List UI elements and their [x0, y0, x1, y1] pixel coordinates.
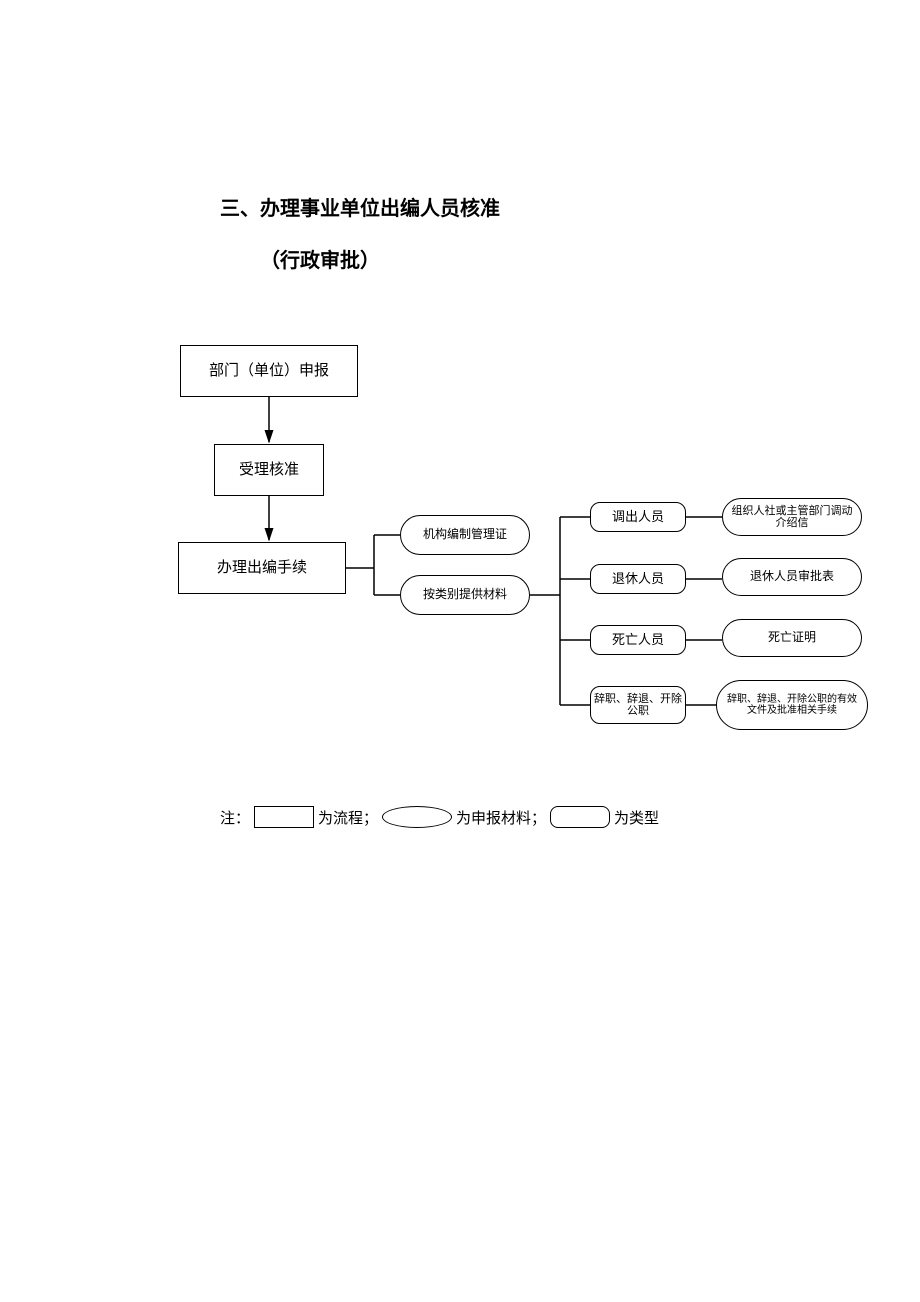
legend-prefix: 注： [220, 807, 250, 828]
node-review: 受理核准 [214, 444, 324, 496]
title-line1: 三、办理事业单位出编人员核准 [220, 192, 500, 221]
doc-dismiss: 辞职、辞退、开除公职的有效文件及批准相关手续 [716, 680, 868, 730]
doc-death: 死亡证明 [722, 619, 862, 657]
doc-retire: 退休人员审批表 [722, 558, 862, 596]
legend-round-icon [550, 806, 610, 828]
legend-oval-icon [382, 806, 452, 828]
type-transfer: 调出人员 [590, 502, 686, 532]
node-cert: 机构编制管理证 [400, 515, 530, 555]
type-retire: 退休人员 [590, 564, 686, 594]
legend: 注： 为流程； 为申报材料； 为类型 [220, 806, 659, 828]
type-death: 死亡人员 [590, 625, 686, 655]
doc-transfer: 组织人社或主管部门调动介绍信 [722, 498, 862, 536]
node-process: 办理出编手续 [178, 542, 346, 594]
node-materials: 按类别提供材料 [400, 575, 530, 615]
legend-rect-icon [254, 806, 314, 828]
node-apply: 部门（单位）申报 [180, 345, 358, 397]
title-line2: （行政审批） [260, 244, 380, 273]
legend-item2: 为申报材料； [456, 807, 546, 828]
legend-item3: 为类型 [614, 807, 659, 828]
type-dismiss: 辞职、辞退、开除公职 [590, 686, 686, 724]
legend-item1: 为流程； [318, 807, 378, 828]
